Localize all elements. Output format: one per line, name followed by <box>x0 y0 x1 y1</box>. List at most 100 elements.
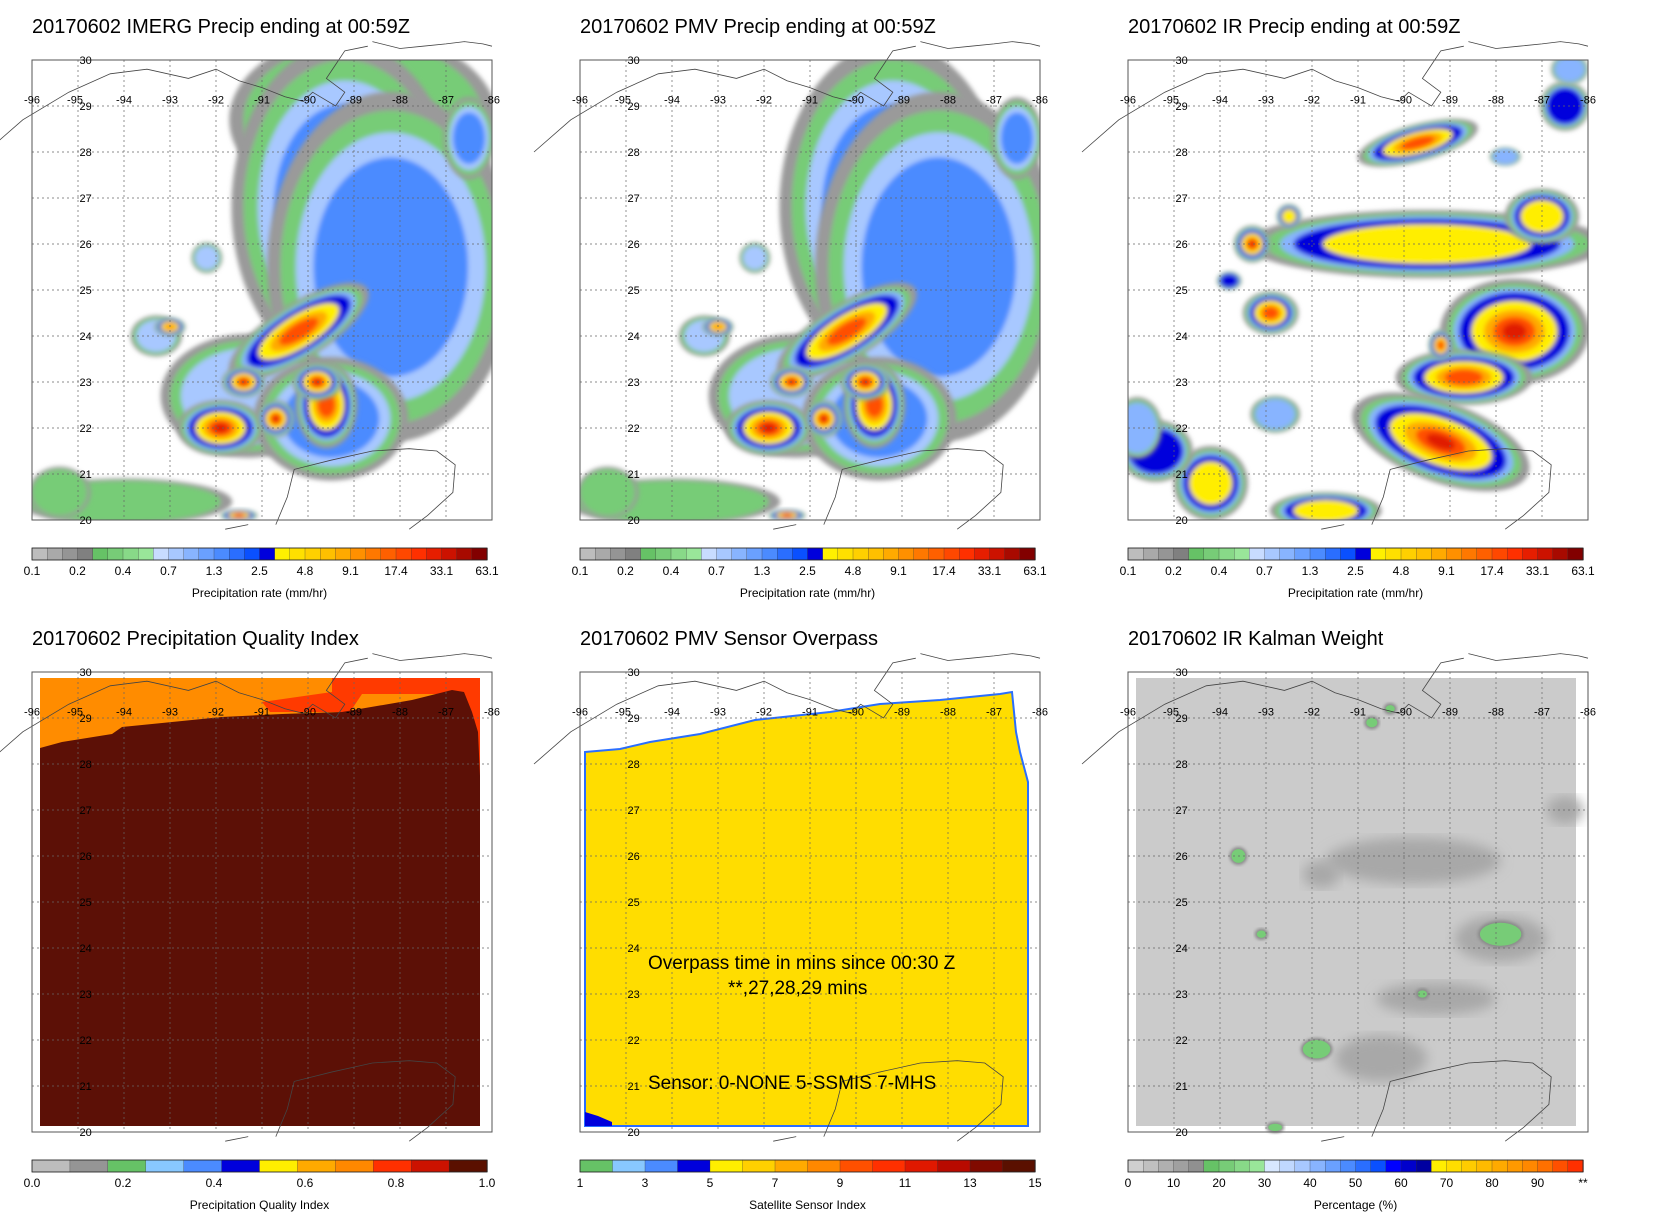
kalman-blob <box>1417 990 1427 998</box>
lat-tick-label: 30 <box>1176 55 1188 67</box>
colorbar-swatch <box>1143 1159 1159 1173</box>
colorbar-swatch <box>1522 1159 1539 1173</box>
coastline <box>1081 45 1464 153</box>
lon-tick-label: -87 <box>438 707 454 719</box>
colorbar-label: Precipitation Quality Index <box>189 1198 330 1212</box>
lon-tick-label: -92 <box>756 95 772 107</box>
precip-contour <box>1492 149 1518 165</box>
colorbar-swatch <box>1385 1159 1402 1173</box>
colorbar-frame <box>1127 547 1584 561</box>
overpass-corner <box>585 1112 612 1126</box>
colorbar-swatch <box>1203 1159 1220 1173</box>
lat-tick-label: 24 <box>1176 331 1188 343</box>
kalman-blob <box>1302 1040 1331 1059</box>
colorbar-tick-label: 33.1 <box>978 564 1002 578</box>
precip-contour <box>820 415 827 422</box>
kalman-shade <box>1335 1035 1427 1082</box>
lat-tick-label: 26 <box>1176 239 1188 251</box>
colorbar-tick-label: 0.2 <box>617 564 634 578</box>
coastline <box>372 41 493 49</box>
precip-cell <box>32 466 91 519</box>
coastline <box>1468 41 1589 49</box>
lon-tick-label: -95 <box>1163 707 1179 719</box>
lon-tick-label: -91 <box>802 95 818 107</box>
colorbar-label: Precipitation rate (mm/hr) <box>739 586 876 600</box>
lon-tick-label: -87 <box>1534 95 1550 107</box>
lon-tick-label: -88 <box>1488 707 1504 719</box>
coastline <box>773 524 797 530</box>
overpass-minutes: **,27,28,29 mins <box>728 978 868 999</box>
lon-tick-label: -87 <box>986 707 1002 719</box>
lon-tick-label: -91 <box>254 95 270 107</box>
lon-tick-label: -93 <box>710 95 726 107</box>
lat-tick-label: 23 <box>628 377 640 389</box>
lon-tick-label: -93 <box>162 707 178 719</box>
precip-cell <box>805 400 843 438</box>
lon-tick-label: -96 <box>572 707 588 719</box>
quality-band <box>262 678 480 782</box>
colorbar: 1 3 5 7 9 11 13 15 <box>577 1159 1042 1190</box>
precip-cell <box>1242 291 1299 335</box>
lon-tick-label: -96 <box>24 95 40 107</box>
colorbar-swatch <box>1218 1159 1235 1173</box>
lat-tick-label: 21 <box>1176 469 1188 481</box>
lon-tick-label: -95 <box>67 95 83 107</box>
colorbar-tick-label: 2.5 <box>1347 564 1364 578</box>
precip-cell <box>1357 118 1478 167</box>
precip-cell <box>1128 396 1163 460</box>
lat-tick-label: 30 <box>628 667 640 679</box>
lat-tick-label: 25 <box>1176 897 1188 909</box>
sensor-legend-text: Sensor: 0-NONE 5-SSMIS 7-MHS <box>648 1073 937 1094</box>
coastline <box>1468 653 1589 661</box>
colorbar: 0.0 0.2 0.4 0.6 0.8 1.0 <box>24 1159 496 1190</box>
colorbar-tick-label: 40 <box>1303 1176 1317 1190</box>
colorbar-tick-label: 3 <box>642 1176 649 1190</box>
lon-tick-label: -95 <box>615 707 631 719</box>
lat-tick-label: 23 <box>1176 989 1188 1001</box>
colorbar-tick-label: 17.4 <box>932 564 956 578</box>
panel-title: 20170602 PMV Sensor Overpass <box>580 628 878 650</box>
lat-tick-label: 20 <box>628 1127 640 1139</box>
lat-tick-label: 30 <box>80 55 92 67</box>
lon-tick-label: -88 <box>1488 95 1504 107</box>
precip-cell <box>228 282 369 381</box>
colorbar-swatch <box>1476 1159 1493 1173</box>
lon-tick-label: -90 <box>1396 707 1412 719</box>
coastline <box>1371 448 1552 530</box>
lat-tick-label: 28 <box>80 147 92 159</box>
precip-cell <box>1428 329 1454 361</box>
lat-tick-label: 27 <box>80 805 92 817</box>
coastlines <box>0 41 493 530</box>
lon-tick-label: -88 <box>940 707 956 719</box>
kalman-blob <box>1268 1123 1283 1132</box>
colorbar-swatch <box>1158 1159 1175 1173</box>
lon-tick-label: -90 <box>300 707 316 719</box>
map-plot: -96 -95 -94 -93 -92 -91 -90 -89 -88 -87 -86 30 29 28 2… <box>0 41 500 530</box>
colorbar-tick-label: 0.2 <box>115 1176 132 1190</box>
colorbar-tick-label: 2.5 <box>251 564 268 578</box>
lat-tick-label: 22 <box>628 423 640 435</box>
lon-tick-label: -93 <box>162 95 178 107</box>
colorbar-swatch <box>1127 1159 1144 1173</box>
colorbar-tick-label: 0.7 <box>160 564 177 578</box>
lat-tick-label: 24 <box>628 943 640 955</box>
kalman-shade <box>1302 860 1340 889</box>
coastlines <box>1081 653 1589 1142</box>
colorbar-swatch <box>1461 1159 1478 1173</box>
precip-cell <box>725 400 813 456</box>
precip-contour <box>32 469 88 516</box>
precip-contour <box>783 514 791 517</box>
kalman-blob <box>1366 718 1378 728</box>
precip-contour <box>272 415 279 422</box>
precip-field <box>32 60 492 520</box>
lon-tick-label: -94 <box>116 95 132 107</box>
lon-tick-label: -88 <box>392 95 408 107</box>
colorbar-swatch <box>1249 1159 1266 1173</box>
lat-tick-label: 23 <box>628 989 640 1001</box>
lat-tick-label: 29 <box>1176 713 1188 725</box>
panel-title: 20170602 IMERG Precip ending at 00:59Z <box>32 16 411 38</box>
lon-tick-label: -96 <box>1120 95 1136 107</box>
coastline <box>1371 1060 1552 1142</box>
coastline <box>823 448 1004 530</box>
colorbar-tick-label: 0.6 <box>297 1176 314 1190</box>
